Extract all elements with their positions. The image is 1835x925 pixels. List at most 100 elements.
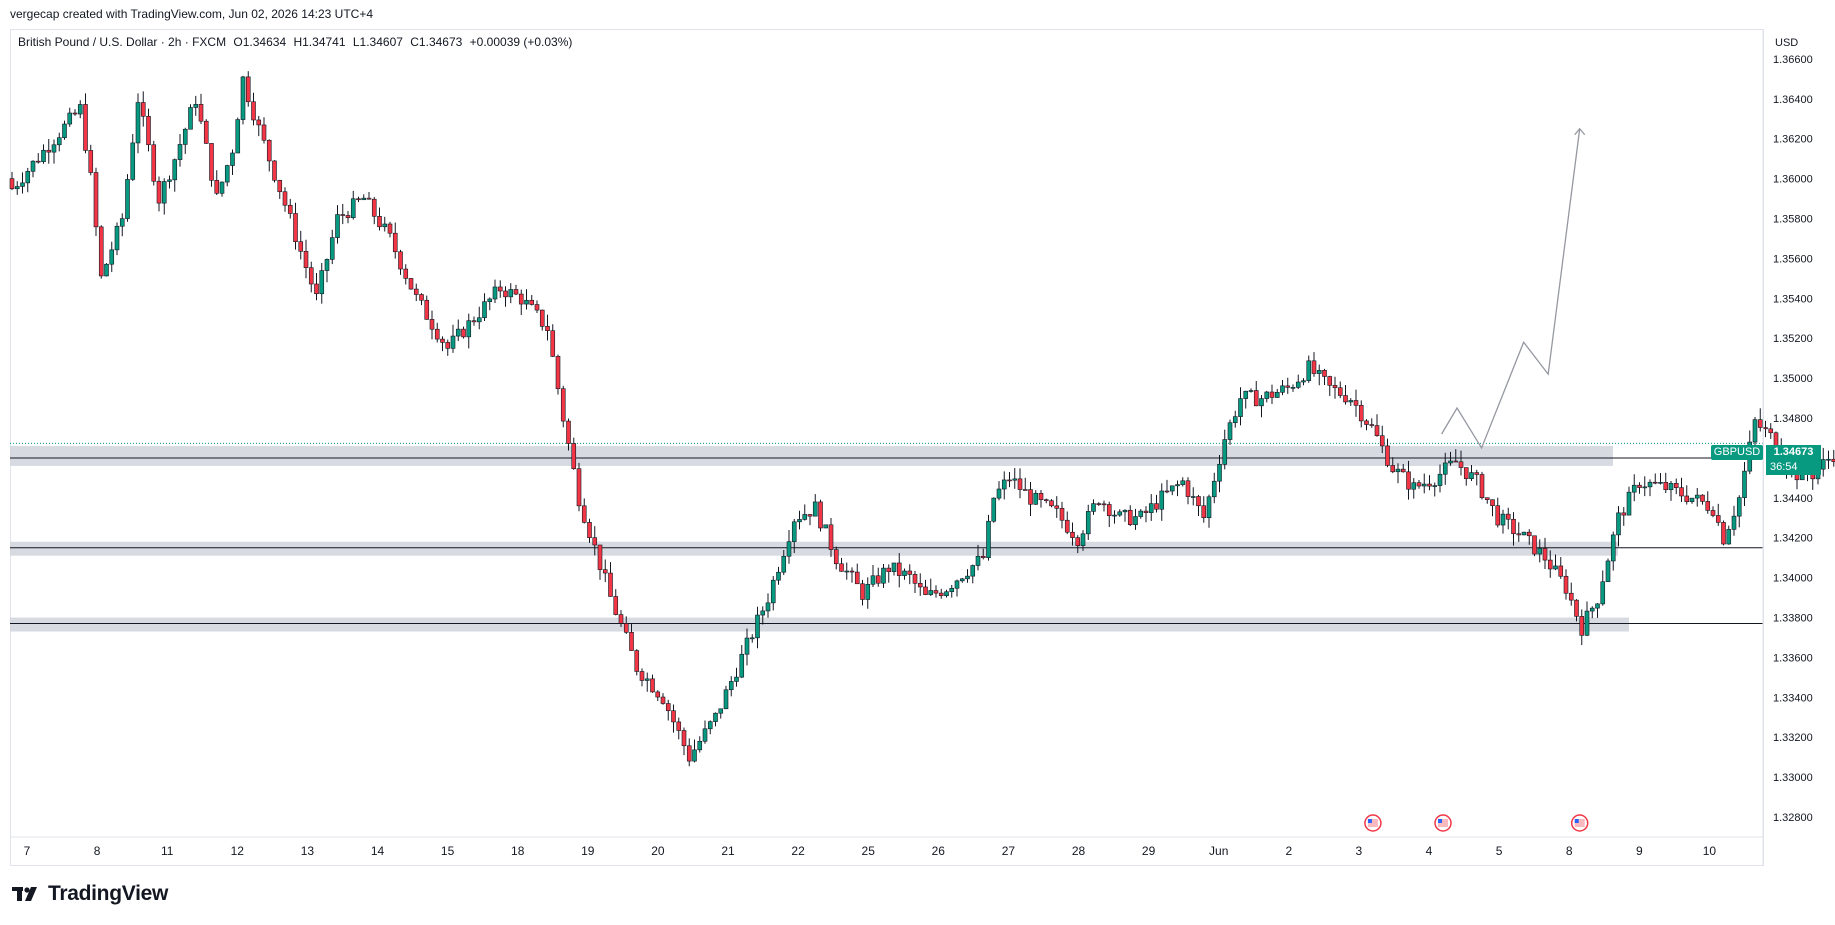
candle-down bbox=[1374, 425, 1380, 436]
price-tick-label: 1.36400 bbox=[1773, 94, 1813, 106]
candle-down bbox=[576, 468, 582, 507]
time-tick-label: 19 bbox=[581, 844, 595, 858]
price-tick-label: 1.35200 bbox=[1773, 333, 1813, 345]
candle-up bbox=[881, 567, 886, 584]
candle-up bbox=[1642, 486, 1648, 489]
candle-down bbox=[1511, 518, 1516, 535]
candle-down bbox=[676, 721, 682, 731]
candle-down bbox=[917, 583, 923, 588]
candle-up bbox=[1159, 490, 1165, 510]
candle-up bbox=[1421, 483, 1427, 487]
candle-down bbox=[539, 309, 545, 327]
candle-down bbox=[912, 574, 918, 584]
candle-down bbox=[1075, 537, 1081, 546]
candle-down bbox=[923, 586, 928, 595]
candle-down bbox=[1327, 376, 1333, 386]
tradingview-logo-icon bbox=[12, 887, 37, 901]
candle-up bbox=[1306, 360, 1312, 382]
candle-up bbox=[776, 571, 781, 581]
candle-down bbox=[1705, 501, 1711, 511]
candle-up bbox=[219, 181, 225, 194]
candle-down bbox=[1721, 522, 1726, 545]
candle-down bbox=[980, 555, 986, 558]
candle-down bbox=[671, 710, 676, 723]
candle-down bbox=[818, 501, 823, 529]
candle-up bbox=[986, 520, 991, 558]
candle-down bbox=[681, 730, 687, 747]
candle-up bbox=[14, 186, 20, 190]
candle-up bbox=[1668, 483, 1674, 491]
candle-down bbox=[408, 278, 414, 290]
candle-down bbox=[1679, 487, 1684, 497]
candle-down bbox=[1831, 458, 1835, 462]
price-tick-label: 1.35600 bbox=[1773, 253, 1813, 265]
candle-down bbox=[198, 104, 204, 122]
candle-up bbox=[466, 320, 472, 338]
candle-up bbox=[713, 712, 718, 722]
brand-name: TradingView bbox=[48, 882, 169, 905]
candle-down bbox=[146, 115, 151, 146]
candle-down bbox=[581, 505, 587, 523]
projection-line bbox=[1441, 128, 1581, 450]
price-tick-label: 1.36000 bbox=[1773, 174, 1813, 186]
candle-down bbox=[1369, 424, 1375, 426]
candle-up bbox=[765, 602, 771, 612]
tradingview-brand[interactable]: TradingView bbox=[12, 882, 168, 906]
candle-down bbox=[9, 178, 15, 190]
candle-down bbox=[429, 319, 435, 330]
candle-down bbox=[1007, 479, 1012, 482]
legend-symbol: British Pound / U.S. Dollar · 2h · FXCM bbox=[18, 35, 227, 49]
candle-down bbox=[828, 524, 834, 550]
candle-down bbox=[266, 139, 272, 162]
price-tick-label: 1.34400 bbox=[1773, 493, 1813, 505]
candle-down bbox=[1337, 387, 1343, 396]
time-tick-label: 3 bbox=[1356, 844, 1363, 858]
candle-down bbox=[256, 119, 262, 126]
candle-up bbox=[1348, 400, 1354, 403]
candle-down bbox=[1385, 445, 1390, 466]
candle-down bbox=[419, 294, 424, 301]
candle-down bbox=[497, 286, 503, 292]
candle-up bbox=[1148, 503, 1154, 513]
candle-up bbox=[1175, 484, 1180, 487]
candle-up bbox=[1190, 496, 1196, 498]
candle-down bbox=[140, 102, 146, 117]
time-tick-label: 14 bbox=[371, 844, 385, 858]
candle-up bbox=[324, 259, 330, 271]
candle-up bbox=[1726, 529, 1732, 545]
candle-up bbox=[1521, 531, 1527, 536]
candle-down bbox=[1364, 420, 1369, 425]
candle-down bbox=[1479, 474, 1485, 499]
candle-down bbox=[1127, 509, 1133, 525]
candle-up bbox=[109, 249, 115, 265]
candle-up bbox=[891, 562, 897, 572]
time-tick-label: 13 bbox=[301, 844, 315, 858]
candle-down bbox=[1269, 391, 1275, 398]
currency-label[interactable]: USD bbox=[1775, 37, 1799, 49]
candle-down bbox=[440, 338, 445, 343]
candle-down bbox=[886, 567, 892, 572]
candle-down bbox=[639, 671, 645, 681]
candle-up bbox=[996, 488, 1002, 499]
candle-down bbox=[1547, 559, 1553, 570]
candle-up bbox=[870, 575, 876, 585]
candle-up bbox=[329, 237, 335, 260]
time-tick-label: Jun bbox=[1209, 844, 1228, 858]
candle-up bbox=[755, 614, 760, 639]
candle-up bbox=[487, 298, 493, 302]
candle-up bbox=[188, 107, 193, 130]
candle-down bbox=[1715, 515, 1721, 523]
candle-down bbox=[650, 678, 655, 693]
candle-down bbox=[608, 572, 613, 597]
time-tick-label: 15 bbox=[441, 844, 455, 858]
candle-down bbox=[314, 283, 319, 295]
candle-up bbox=[1274, 391, 1280, 398]
candle-down bbox=[1343, 395, 1348, 403]
candle-down bbox=[1621, 512, 1627, 516]
candle-up bbox=[476, 317, 482, 323]
candle-down bbox=[1070, 531, 1075, 538]
candle-down bbox=[251, 101, 256, 121]
price-tick-label: 1.33600 bbox=[1773, 652, 1813, 664]
price-tick-label: 1.33200 bbox=[1773, 732, 1813, 744]
